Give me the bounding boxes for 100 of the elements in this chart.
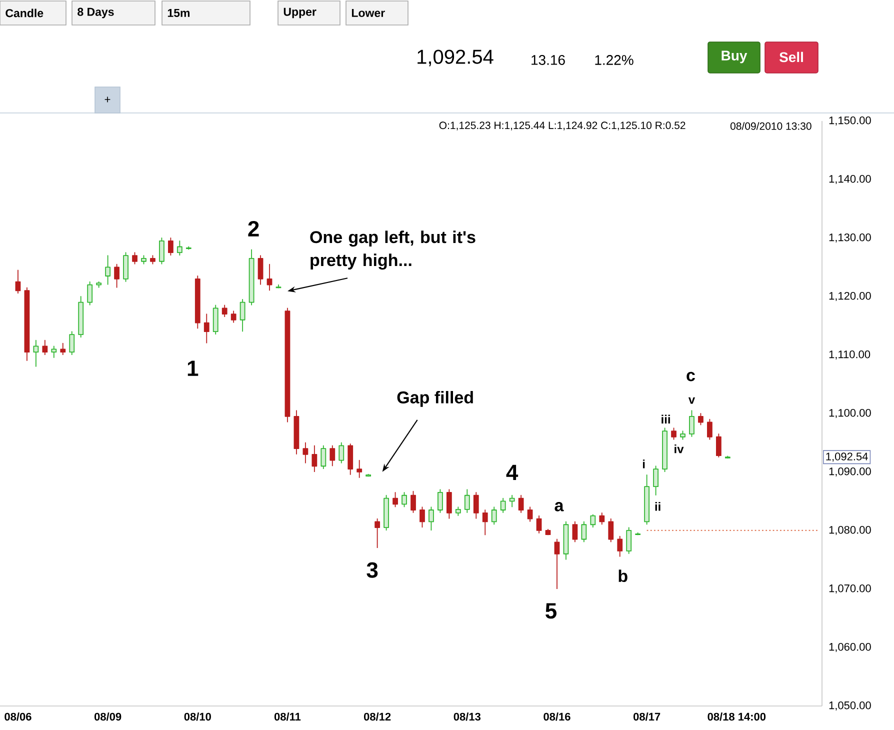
- x-tick-label: 08/16: [544, 712, 570, 721]
- x-tick-label: 08/09: [94, 712, 122, 721]
- candlestick: [338, 442, 344, 464]
- candlestick: [374, 518, 380, 548]
- candlestick: [455, 506, 461, 516]
- candlestick: [635, 532, 641, 536]
- text: Lower: [352, 8, 385, 17]
- candlestick: [420, 506, 425, 528]
- annotation: One gap left, but it's pretty high...: [310, 230, 476, 270]
- candlestick: [294, 410, 300, 455]
- annotation: i: [642, 460, 645, 468]
- candlestick: [500, 498, 506, 514]
- candlestick: [608, 518, 614, 543]
- candlestick: [96, 281, 102, 288]
- text: 8 Days: [78, 8, 114, 18]
- y-tick-label: 1,140.00: [829, 174, 871, 184]
- candlestick: [302, 442, 308, 464]
- candlestick: [105, 255, 111, 286]
- y-tick-label: 1,130.00: [829, 233, 871, 243]
- candlestick: [644, 474, 650, 526]
- candlestick: [222, 304, 228, 318]
- candlestick: [680, 430, 686, 440]
- text: Candle: [6, 8, 44, 18]
- candlestick: [724, 456, 730, 459]
- candlestick: [662, 428, 668, 472]
- candlestick: [545, 528, 551, 536]
- candlestick: [330, 445, 336, 467]
- x-tick-label: 08/12: [364, 712, 391, 721]
- candlestick: [312, 445, 318, 472]
- candlestick: [284, 308, 290, 423]
- candlestick: [276, 284, 282, 289]
- candlestick: [572, 521, 578, 543]
- candlestick: [258, 255, 264, 286]
- annotation: 1: [188, 360, 198, 376]
- candlestick: [599, 512, 605, 526]
- candlestick: [15, 270, 21, 294]
- candlestick: [60, 342, 66, 356]
- candlestick: [366, 474, 372, 478]
- candlestick: [212, 304, 218, 335]
- annotation: b: [618, 570, 628, 582]
- candlestick: [114, 264, 120, 288]
- candlestick: [159, 238, 164, 265]
- annotation: 3: [366, 562, 378, 578]
- annotation: c: [686, 372, 695, 382]
- annotation: 5: [546, 603, 556, 619]
- candlestick: [402, 492, 407, 508]
- y-tick-label: 1,110.00: [829, 350, 870, 360]
- candlestick: [320, 445, 326, 470]
- x-tick-label: 08/17: [634, 712, 660, 721]
- candlestick: [51, 346, 57, 358]
- candlestick: [581, 521, 587, 543]
- candlestick: [248, 249, 254, 306]
- x-tick-label: 08/06: [4, 712, 32, 721]
- candlestick: [176, 240, 182, 256]
- candlestick: [554, 538, 560, 590]
- annotation: ii: [655, 502, 660, 511]
- candlestick: [150, 255, 156, 265]
- candlestick: [348, 443, 354, 476]
- candlestick: [194, 276, 200, 330]
- candlestick: [707, 418, 712, 440]
- x-tick-label: 08/11: [274, 712, 301, 721]
- candlestick: [464, 489, 470, 514]
- candlestick: [69, 331, 75, 356]
- y-tick-label: 1,120.00: [829, 292, 871, 302]
- candlestick: [384, 494, 389, 531]
- y-tick-label: 1,080.00: [829, 526, 871, 536]
- annotation: a: [554, 502, 564, 512]
- candlestick: [438, 489, 443, 514]
- y-tick-label: 1,100.00: [829, 408, 871, 418]
- annotation: 2: [248, 221, 259, 236]
- annotation: 4: [506, 464, 518, 480]
- annotation: 08/09/2010 13:30: [730, 122, 812, 130]
- text: 15m: [168, 8, 190, 17]
- text: Upper: [284, 8, 316, 18]
- candlestick: [491, 506, 497, 526]
- candlestick: [482, 510, 488, 536]
- candlestick: [78, 296, 84, 338]
- candlestick: [446, 489, 452, 520]
- candlestick: [527, 506, 533, 522]
- candlestick: [141, 255, 146, 265]
- candlestick: [563, 521, 569, 560]
- text: 13.16: [532, 55, 565, 65]
- annotation: O:1,125.23 H:1,125.44 L:1,124.92 C:1,125.10 R:0.52: [439, 122, 686, 130]
- y-tick-label: 1,070.00: [829, 584, 871, 594]
- text: Buy: [722, 50, 748, 64]
- annotation: v: [688, 397, 696, 404]
- candlestick: [33, 340, 39, 368]
- text: Sell: [779, 52, 803, 62]
- candlestick: [617, 536, 623, 558]
- text: 1,092.54: [418, 50, 494, 66]
- annotation: iv: [674, 444, 684, 454]
- candlestick: [168, 238, 174, 256]
- annotation: iii: [662, 414, 670, 424]
- candlestick: [626, 527, 632, 554]
- candlestick: [87, 281, 93, 306]
- text: 1.22%: [595, 55, 634, 65]
- candlestick: [689, 410, 694, 438]
- y-tick-label: 1,060.00: [829, 642, 871, 652]
- candlestick: [410, 490, 416, 514]
- candlestick: [536, 515, 542, 534]
